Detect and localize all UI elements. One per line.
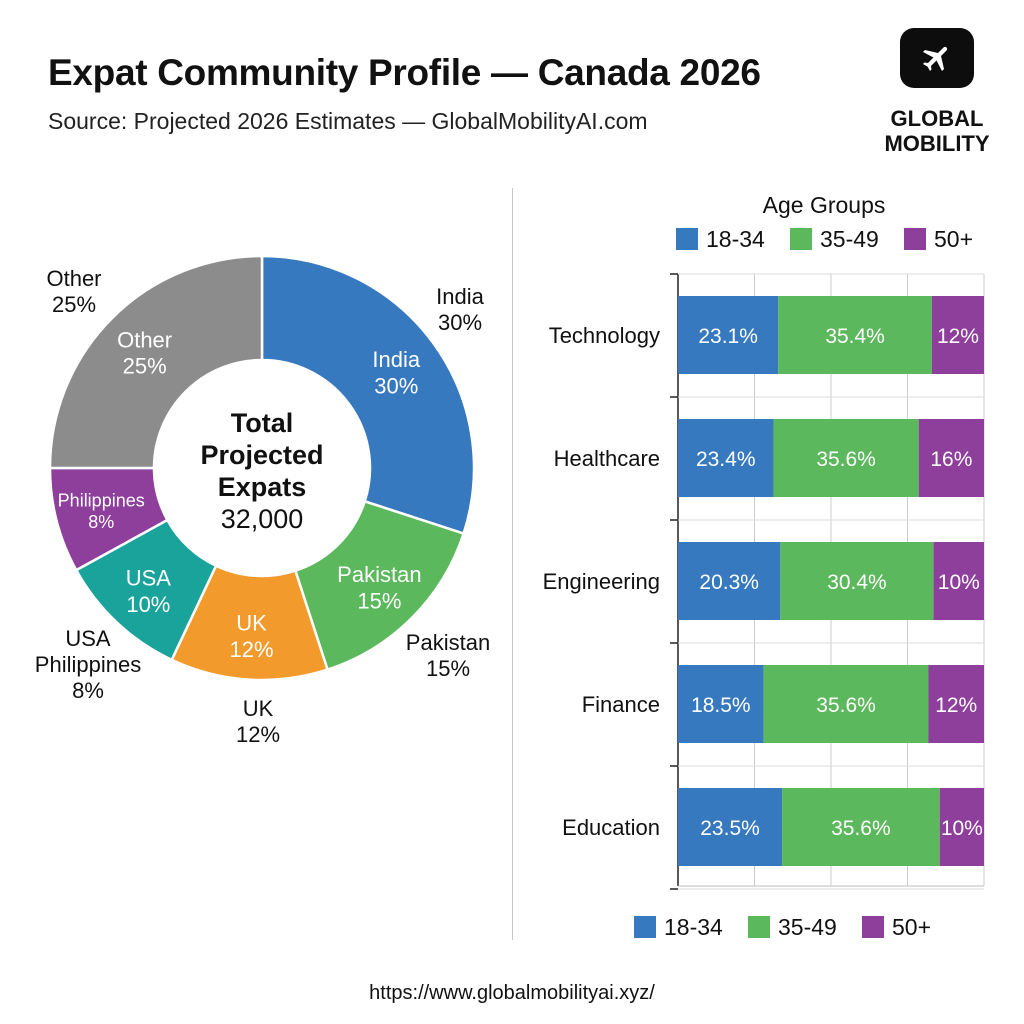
bar-label-finance-18-34: 18.5% [691, 694, 751, 717]
legend-swatch-18-34-bottom [634, 916, 656, 938]
outer-label-uk: UK [243, 696, 274, 721]
donut-center-label-1: Total [231, 408, 294, 438]
legend-swatch-35-49-bottom [748, 916, 770, 938]
outer-value-pakistan: 15% [426, 656, 470, 681]
bar-label-technology-50: 12% [937, 325, 979, 348]
brand-logo: GLOBAL MOBILITY [872, 28, 1002, 156]
donut-center-value: 32,000 [221, 504, 304, 534]
outer-value-other: 25% [52, 292, 96, 317]
slice-label-india: India [372, 347, 420, 372]
bar-education-50 [939, 788, 984, 866]
donut-center-label-3: Expats [218, 472, 307, 502]
category-label-technology: Technology [549, 323, 660, 348]
bar-label-engineering-35-49: 30.4% [827, 571, 887, 594]
legend-label-35-49-bottom: 35-49 [778, 914, 837, 940]
bar-label-technology-35-49: 35.4% [825, 325, 885, 348]
outer-label-india: India [436, 284, 484, 309]
slice-label-uk: UK [236, 610, 267, 635]
bar-technology-35-49 [778, 296, 932, 374]
bar-label-healthcare-50: 16% [930, 448, 972, 471]
category-label-education: Education [562, 815, 660, 840]
bar-label-healthcare-35-49: 35.6% [816, 448, 876, 471]
slice-label-usa: USA [126, 566, 172, 591]
panel-divider [512, 188, 513, 940]
chart-title: Expat Community Profile — Canada 2026 [48, 52, 761, 93]
legend-swatch-50-bottom [862, 916, 884, 938]
slice-value-usa: 10% [126, 592, 170, 617]
bar-label-education-35-49: 35.6% [831, 817, 891, 840]
donut-center-label-2: Projected [200, 440, 323, 470]
donut-chart: India30%Pakistan15%UK12%USA10%Philippine… [35, 254, 490, 747]
category-label-finance: Finance [582, 692, 660, 717]
bar-healthcare-35-49 [773, 419, 919, 497]
slice-value-uk: 12% [230, 637, 274, 662]
slice-label-philippines: Philippines [58, 491, 145, 511]
airplane-icon [922, 46, 948, 72]
bar-engineering-18-34 [678, 542, 781, 620]
outer-value-uk: 12% [236, 722, 280, 747]
bar-finance-50 [928, 665, 984, 743]
logo-badge [900, 28, 974, 88]
outer-label-usa: USA [65, 626, 111, 651]
footer-url[interactable]: https://www.globalmobilityai.xyz/ [369, 982, 655, 1004]
bar-healthcare-18-34 [678, 419, 774, 497]
logo-line-2: MOBILITY [884, 131, 990, 156]
slice-value-other: 25% [123, 354, 167, 379]
slice-label-other: Other [117, 327, 172, 352]
bar-engineering-50 [933, 542, 984, 620]
outer-value-india: 30% [438, 310, 482, 335]
slice-value-india: 30% [374, 374, 418, 399]
bar-healthcare-50 [918, 419, 984, 497]
legend-label-18-34-top: 18-34 [706, 226, 765, 252]
bar-label-education-50: 10% [941, 817, 983, 840]
bar-finance-18-34 [678, 665, 764, 743]
outer-label-philippines: Philippines [35, 652, 141, 677]
category-label-engineering: Engineering [543, 569, 660, 594]
outer-value-philippines: 8% [72, 678, 104, 703]
bar-label-finance-35-49: 35.6% [816, 694, 876, 717]
legend-title: Age Groups [763, 192, 886, 218]
slice-label-pakistan: Pakistan [337, 562, 421, 587]
legend-label-50-bottom: 50+ [892, 914, 931, 940]
legend-swatch-50-top [904, 228, 926, 250]
outer-label-other: Other [46, 266, 101, 291]
bar-label-finance-50: 12% [935, 694, 977, 717]
bar-label-healthcare-18-34: 23.4% [696, 448, 756, 471]
bar-finance-35-49 [763, 665, 929, 743]
bar-label-education-18-34: 23.5% [700, 817, 760, 840]
bar-technology-50 [931, 296, 984, 374]
legend-label-18-34-bottom: 18-34 [664, 914, 723, 940]
bar-label-technology-18-34: 23.1% [698, 325, 758, 348]
outer-label-pakistan: Pakistan [406, 630, 490, 655]
donut-slice-india [260, 254, 476, 536]
legend-swatch-35-49-top [790, 228, 812, 250]
bar-label-engineering-50: 10% [938, 571, 980, 594]
bar-education-18-34 [678, 788, 783, 866]
bar-engineering-35-49 [780, 542, 934, 620]
chart-subtitle: Source: Projected 2026 Estimates — Globa… [48, 108, 648, 134]
bar-technology-18-34 [678, 296, 779, 374]
donut-slice-other [48, 254, 264, 470]
slice-value-philippines: 8% [88, 512, 114, 532]
legend-label-35-49-top: 35-49 [820, 226, 879, 252]
logo-wordmark: GLOBAL MOBILITY [872, 106, 1002, 156]
bar-education-35-49 [782, 788, 940, 866]
bar-label-engineering-18-34: 20.3% [699, 571, 759, 594]
legend-swatch-18-34-top [676, 228, 698, 250]
slice-value-pakistan: 15% [357, 588, 401, 613]
donut-slice-pakistan [293, 499, 466, 672]
category-label-healthcare: Healthcare [554, 446, 660, 471]
logo-line-1: GLOBAL [890, 106, 984, 131]
legend-label-50-top: 50+ [934, 226, 973, 252]
